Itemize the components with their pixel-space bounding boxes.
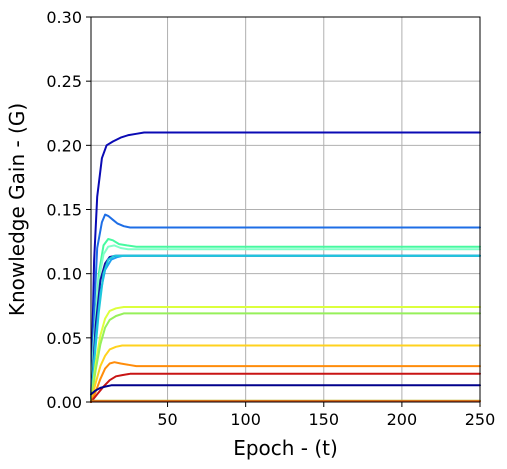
- series-line: [90, 372, 481, 403]
- y-tick-label: 0.10: [46, 265, 82, 284]
- series-line: [90, 312, 481, 403]
- y-tick-label: 0.00: [46, 393, 82, 412]
- x-tick-label: 200: [387, 410, 418, 429]
- x-tick-label: 50: [157, 410, 177, 429]
- series-line: [90, 244, 481, 403]
- series-line: [90, 344, 481, 403]
- series-line: [90, 254, 481, 403]
- y-axis-label: Knowledge Gain - (G): [5, 103, 29, 316]
- series-line: [90, 213, 481, 403]
- series-line: [90, 254, 481, 403]
- y-tick-label: 0.30: [46, 8, 82, 27]
- series-group: [90, 131, 481, 403]
- series-line: [90, 361, 481, 403]
- series-line: [90, 254, 481, 403]
- y-tick-label: 0.25: [46, 72, 82, 91]
- y-tick-label: 0.05: [46, 329, 82, 348]
- grid: [91, 16, 481, 403]
- y-axis-ticks: 0.00 0.05 0.10 0.15 0.20 0.25 0.30: [46, 8, 91, 412]
- x-tick-label: 150: [309, 410, 340, 429]
- y-tick-label: 0.20: [46, 136, 82, 155]
- series-line: [90, 131, 481, 403]
- x-tick-label: 250: [465, 410, 496, 429]
- series-line: [90, 384, 481, 396]
- y-tick-label: 0.15: [46, 201, 82, 220]
- x-axis-ticks: 50 100 150 200 250: [157, 402, 495, 429]
- x-axis-label: Epoch - (t): [233, 436, 338, 460]
- x-tick-label: 100: [230, 410, 261, 429]
- series-line: [90, 306, 481, 403]
- series-line: [90, 238, 481, 403]
